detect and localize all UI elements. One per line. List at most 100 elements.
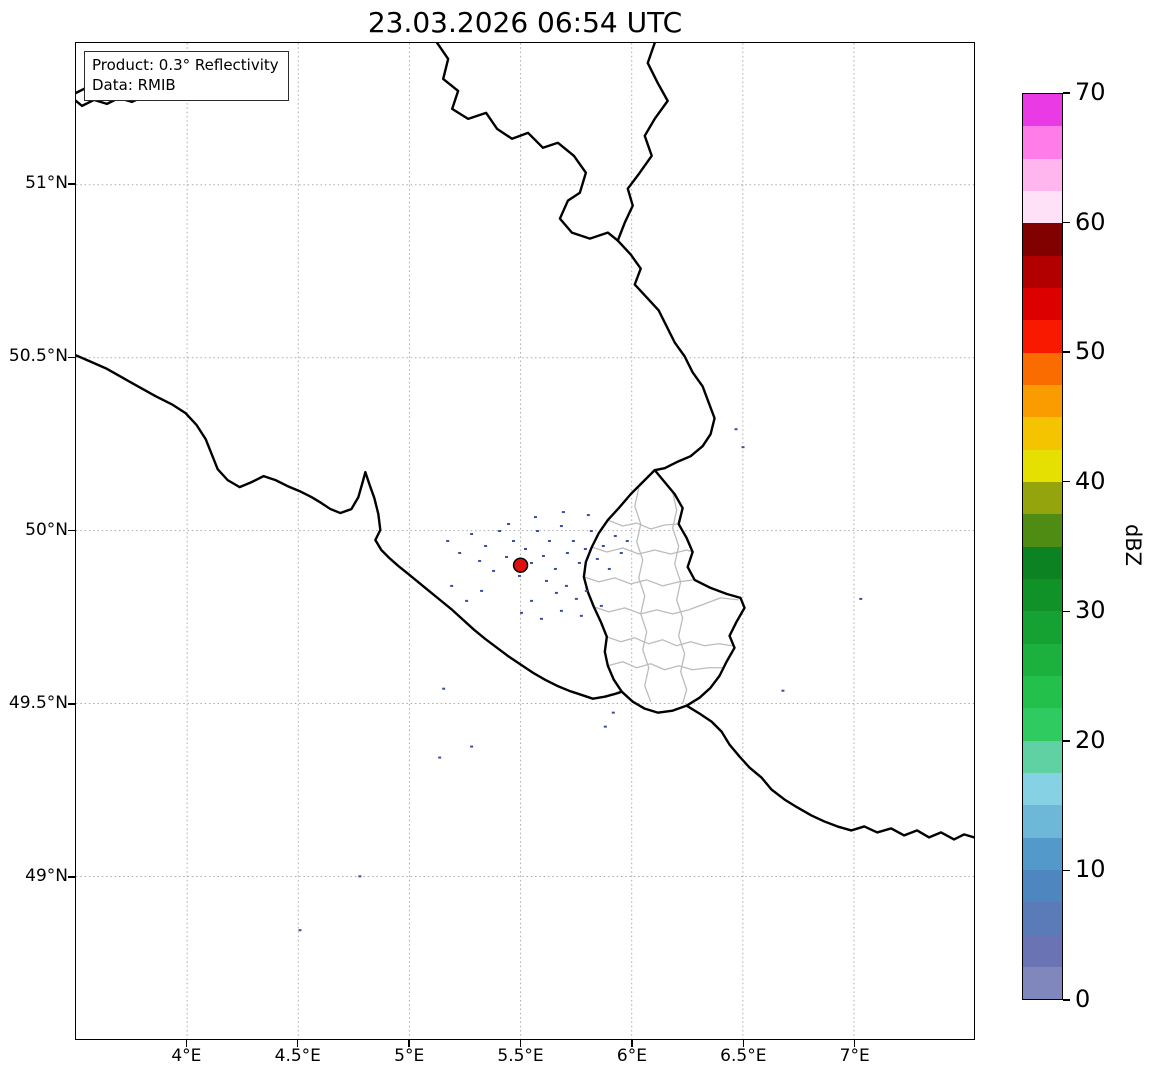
product-info-box: Product: 0.3° Reflectivity Data: RMIB [84,51,289,101]
district-border [607,519,679,530]
district-border [591,546,693,555]
radar-echo [498,530,502,533]
radar-echo [529,561,533,564]
radar-echo [465,599,469,602]
radar-echo [586,514,590,517]
radar-echo [559,609,563,612]
colorbar-segment [1023,94,1062,127]
luxembourg-outline [582,468,746,714]
district-border [583,576,693,587]
radar-echo [518,574,522,577]
colorbar-tick [1063,481,1070,483]
colorbar [1022,93,1063,1000]
nl-be-border [435,43,619,242]
y-axis-tick [68,703,75,705]
radar-echo [450,584,454,587]
radar-echo [470,745,474,748]
colorbar-tick [1063,351,1070,353]
radar-echo [607,567,611,570]
colorbar-tick-label: 60 [1075,207,1106,236]
colorbar-segment [1023,675,1062,709]
colorbar-segment [1023,643,1062,676]
district-border [634,487,652,702]
radar-echo [547,540,551,542]
map-panel: Product: 0.3° Reflectivity Data: RMIB [75,42,975,1040]
nl-de-border [616,43,669,242]
colorbar-segment [1023,352,1062,385]
colorbar-segment [1023,578,1062,612]
radar-echo [559,525,563,528]
colorbar-segment [1023,740,1062,773]
x-tick-label: 6°E [616,1046,647,1066]
district-border [672,491,688,704]
radar-echo [470,533,474,536]
x-tick-label: 6.5°E [720,1046,767,1066]
radar-site-marker [512,557,529,573]
y-tick-label: 50.5°N [8,346,68,367]
data-source-line: Data: RMIB [92,76,176,95]
radar-echo [480,589,484,592]
radar-echo [478,559,482,562]
x-tick-label: 4.5°E [274,1046,321,1066]
colorbar-segment [1023,611,1062,644]
colorbar-segment [1023,255,1062,288]
radar-echo [574,597,578,600]
x-axis-tick [519,1040,522,1047]
x-tick-label: 5°E [394,1046,425,1066]
colorbar-segment [1023,481,1062,515]
x-axis-tick [185,1040,188,1047]
radar-echo [565,551,569,554]
radar-echo [442,687,446,690]
radar-echo [358,875,362,878]
x-tick-label: 7°E [839,1046,870,1066]
radar-echo [601,544,605,547]
colorbar-segment [1023,384,1062,418]
y-tick-label: 49.5°N [8,692,68,713]
radar-echo [741,446,745,449]
radar-echo [533,516,537,519]
radar-echo [859,597,863,600]
figure-title: 23.03.2026 06:54 UTC [367,6,683,39]
radar-echo [603,725,607,728]
colorbar-segment [1023,772,1062,806]
district-border [606,636,733,647]
radar-echo [613,535,617,538]
y-axis-tick [68,356,75,359]
radar-echo [564,584,568,587]
colorbar-tick [1063,92,1070,94]
district-border [607,661,723,671]
y-axis-tick [68,183,75,185]
radar-echo [458,551,462,554]
radar-echo [520,611,524,614]
colorbar-segment [1023,902,1062,935]
colorbar-tick-label: 10 [1075,855,1106,884]
radar-echo [577,561,581,564]
radar-echo [492,569,496,572]
colorbar-segment [1023,514,1062,547]
colorbar-tick-label: 40 [1075,466,1106,495]
colorbar-segment [1023,287,1062,321]
x-axis-tick [408,1040,410,1047]
radar-echo [505,555,509,558]
map-canvas [76,43,974,1039]
colorbar-tick-label: 0 [1075,985,1091,1013]
colorbar-segment [1023,190,1062,224]
radar-echo [539,617,543,620]
be-fr-border [76,354,623,700]
colorbar-tick [1063,740,1070,742]
radar-echo [553,567,557,570]
radar-echo [535,530,539,533]
radar-echo [544,579,548,582]
colorbar-tick-label: 20 [1075,725,1106,754]
radar-echo [298,929,302,932]
radar-echo [541,554,545,557]
district-border [593,597,739,615]
colorbar-segment [1023,966,1062,1000]
y-tick-label: 50°N [25,519,68,540]
colorbar-segment [1023,934,1062,967]
radar-echo [619,551,623,554]
x-tick-label: 4°E [171,1046,202,1066]
radar-echo [529,599,533,602]
colorbar-segment [1023,223,1062,256]
colorbar-segment [1023,869,1062,903]
